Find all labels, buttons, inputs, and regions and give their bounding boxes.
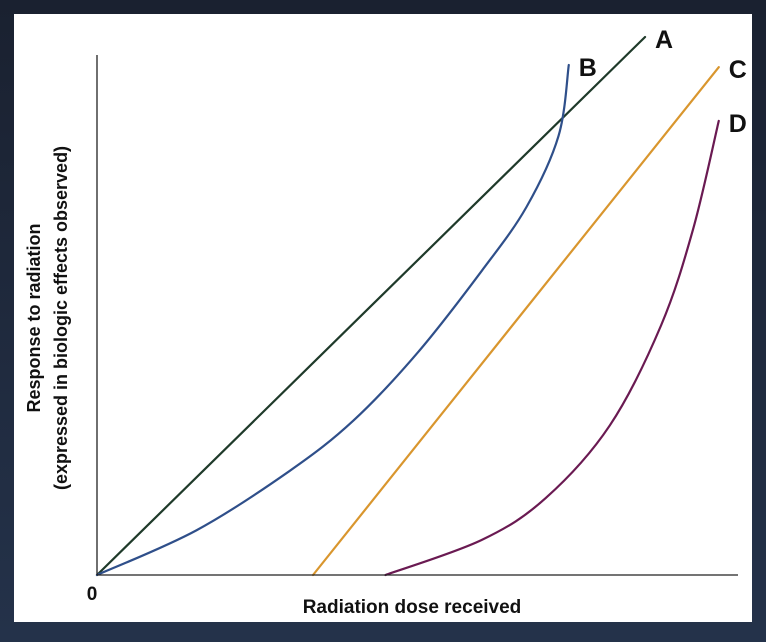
- series-line-c: [311, 66, 720, 577]
- series-label-c: C: [729, 56, 747, 84]
- y-axis-label-line2: (expressed in biologic effects observed): [51, 146, 71, 490]
- origin-label: 0: [87, 584, 98, 605]
- series-label-b: B: [579, 54, 597, 82]
- x-axis-label: Radiation dose received: [303, 597, 522, 618]
- series-label-a: A: [655, 26, 673, 54]
- series-line-d: [384, 119, 720, 577]
- series-line-a: [95, 35, 647, 577]
- series-line-b: [95, 63, 570, 577]
- y-axis-label-line1: Response to radiation: [24, 223, 44, 412]
- y-axis-label-group: Response to radiation (expressed in biol…: [24, 146, 71, 490]
- chart-panel: [14, 14, 752, 622]
- series-label-d: D: [729, 110, 747, 138]
- series-layer: [95, 35, 720, 577]
- series-label-layer: A B CD: [579, 26, 747, 138]
